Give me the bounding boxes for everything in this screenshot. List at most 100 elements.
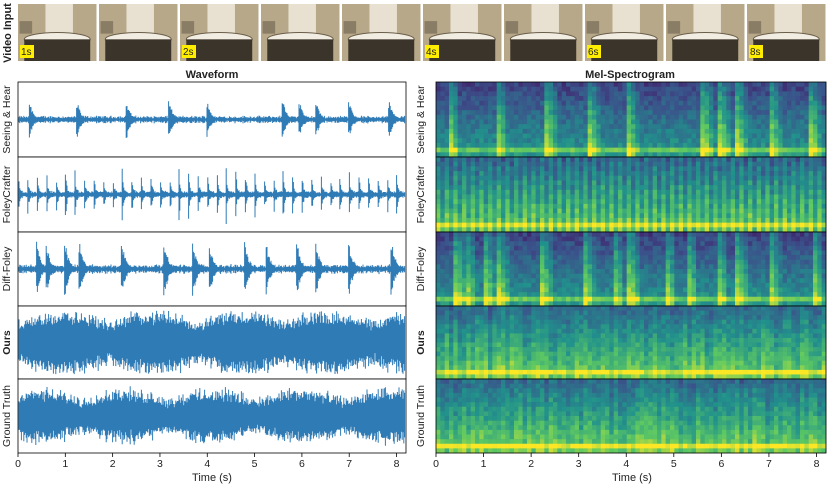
spectrogram-cell [470, 199, 476, 205]
spectrogram-cell [817, 166, 822, 172]
spectrogram-cell [821, 96, 827, 102]
spectrogram-cell [501, 259, 506, 265]
spectrogram-cell [466, 360, 471, 366]
spectrogram-cell [557, 365, 562, 371]
spectrogram-cell [501, 347, 506, 352]
spectrogram-cell [782, 161, 788, 167]
spectrogram-cell [631, 269, 636, 274]
spectrogram-cell [769, 264, 775, 270]
spectrogram-cell [561, 287, 567, 293]
spectrogram-cell [821, 86, 827, 92]
spectrogram-cell [821, 142, 827, 148]
spectrogram-cell [505, 292, 510, 298]
spectrogram-cell [492, 203, 497, 209]
spectrogram-cell [583, 301, 588, 307]
spectrogram-cell [544, 124, 549, 130]
spectrogram-cell [730, 292, 736, 298]
spectrogram-cell [821, 199, 827, 205]
spectrogram-cell [778, 114, 783, 120]
spectrogram-cell [817, 296, 822, 302]
spectrogram-cell [444, 273, 450, 279]
spectrogram-cell [648, 175, 653, 181]
spectrogram-cell [609, 124, 614, 130]
spectrogram-cell [553, 124, 558, 130]
spectrogram-cell [566, 342, 571, 348]
spectrogram-cell [509, 185, 515, 191]
spectrogram-cell [774, 114, 779, 120]
spectrogram-cell [574, 199, 580, 205]
spectrogram-cell [609, 147, 614, 153]
spectrogram-cell [752, 114, 757, 120]
spectrogram-cell [553, 138, 558, 144]
spectrogram-cell [535, 292, 541, 298]
spectrogram-cell [587, 194, 593, 200]
spectrogram-cell [548, 119, 554, 125]
spectrogram-cell [587, 250, 593, 256]
spectrogram-cell [553, 227, 558, 233]
spectrogram-cell [488, 128, 493, 134]
spectrogram-cell [548, 138, 554, 144]
spectrogram-cell [531, 278, 536, 284]
spectrogram-cell [661, 203, 666, 209]
spectrogram-cell [704, 194, 710, 200]
spectrogram-cell [514, 133, 519, 139]
spectrogram-cell [782, 282, 788, 288]
spectrogram-cell [730, 282, 736, 288]
spectrogram-cell [548, 128, 554, 134]
spectrogram-cell [466, 114, 471, 120]
spectrogram-cell [596, 278, 601, 284]
spectrogram-cell [535, 351, 541, 357]
spectrogram-cell [709, 110, 714, 116]
spectrogram-cell [674, 292, 679, 298]
spectrogram-cell [444, 161, 450, 167]
spectrogram-cell [579, 203, 584, 209]
spectrogram-cell [553, 369, 558, 375]
spectrogram-cell [535, 374, 541, 380]
spectrogram-cell [440, 347, 445, 352]
spectrogram-cell [635, 245, 640, 251]
spectrogram-cell [761, 287, 766, 293]
spectrogram-cell [657, 171, 662, 177]
spectrogram-cell [813, 180, 818, 186]
spectrogram-cell [449, 310, 454, 316]
spectrogram-cell [600, 189, 606, 195]
spectrogram-cell [531, 175, 536, 181]
spectrogram-cell [730, 157, 736, 162]
spectrogram-cell [687, 96, 692, 102]
spectrogram-cell [505, 217, 510, 223]
spectrogram-cell [626, 213, 632, 219]
spectrogram-cell [631, 175, 636, 181]
spectrogram-cell [518, 91, 523, 97]
spectrogram-cell [808, 255, 814, 261]
spectrogram-cell [501, 360, 506, 366]
spectrogram-cell [713, 100, 718, 106]
spectrogram-cell [514, 356, 519, 362]
spectrogram-cell [501, 264, 506, 270]
spectrogram-cell [492, 264, 497, 270]
spectrogram-cell [483, 333, 489, 339]
spectrogram-cell [531, 315, 536, 320]
spectrogram-cell [713, 236, 718, 242]
spectrogram-cell [505, 310, 510, 316]
spectrogram-cell [457, 315, 463, 320]
spectrogram-cell [644, 194, 649, 200]
spectrogram-cell [613, 199, 619, 205]
spectrogram-cell [557, 369, 562, 375]
spectrogram-cell [644, 236, 649, 242]
spectrogram-cell [553, 157, 558, 162]
spectrogram-cell [678, 152, 684, 158]
spectrogram-cell [821, 259, 827, 265]
spectrogram-cell [583, 189, 588, 195]
spectrogram-cell [453, 105, 458, 111]
spectrogram-cell [817, 147, 822, 153]
spectrogram-cell [670, 124, 675, 130]
spectrogram-cell [566, 315, 571, 320]
spectrogram-cell [540, 152, 545, 158]
spectrogram-cell [596, 208, 601, 214]
spectrogram-cell [709, 185, 714, 191]
spectrogram-cell [440, 365, 445, 371]
spectrogram-cell [483, 105, 489, 111]
spectrogram-cell [657, 259, 662, 265]
spectrogram-cell [735, 119, 740, 125]
spectrogram-cell [713, 217, 718, 223]
